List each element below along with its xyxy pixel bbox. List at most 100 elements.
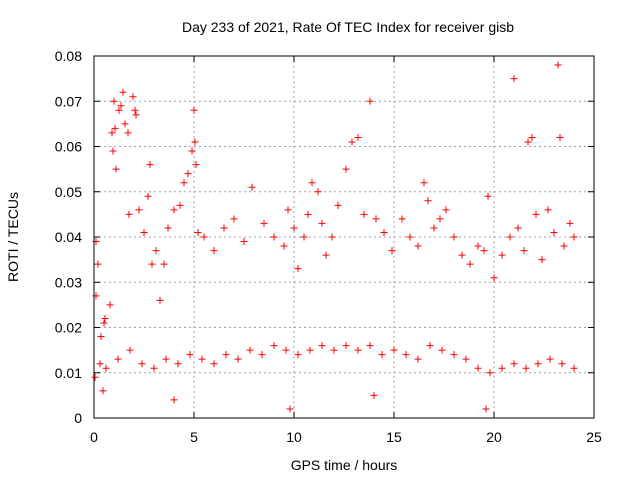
- data-point: [148, 260, 156, 268]
- data-point: [300, 233, 308, 241]
- data-point: [498, 364, 506, 372]
- data-point: [140, 228, 148, 236]
- data-point: [420, 179, 428, 187]
- data-point: [328, 233, 336, 241]
- data-point: [109, 147, 117, 155]
- data-point: [366, 97, 374, 105]
- data-point: [190, 106, 198, 114]
- data-point: [112, 165, 120, 173]
- data-point: [210, 360, 218, 368]
- data-point: [280, 242, 288, 250]
- data-point: [360, 210, 368, 218]
- data-point: [462, 355, 470, 363]
- data-point: [474, 242, 482, 250]
- y-tick-label: 0.02: [55, 320, 82, 336]
- data-point: [380, 228, 388, 236]
- y-axis-label: ROTI / TECUs: [5, 192, 21, 282]
- data-point: [270, 233, 278, 241]
- data-point: [566, 219, 574, 227]
- data-point: [414, 242, 422, 250]
- data-point: [106, 301, 114, 309]
- data-point: [117, 102, 125, 110]
- data-point: [150, 364, 158, 372]
- data-point: [556, 133, 564, 141]
- data-point: [290, 224, 298, 232]
- data-point: [294, 351, 302, 359]
- data-point: [544, 206, 552, 214]
- data-point: [191, 138, 199, 146]
- data-point: [200, 233, 208, 241]
- data-point: [146, 161, 154, 169]
- data-markers: [91, 61, 578, 413]
- data-point: [286, 405, 294, 413]
- y-tick-label: 0.05: [55, 184, 82, 200]
- data-point: [538, 256, 546, 264]
- data-point: [144, 192, 152, 200]
- data-point: [304, 210, 312, 218]
- data-point: [474, 364, 482, 372]
- data-point: [170, 206, 178, 214]
- data-point: [121, 120, 129, 128]
- data-point: [108, 129, 116, 137]
- data-point: [132, 111, 140, 119]
- data-point: [388, 247, 396, 255]
- data-point: [306, 346, 314, 354]
- data-point: [532, 210, 540, 218]
- data-point: [450, 233, 458, 241]
- data-point: [164, 224, 172, 232]
- data-point: [430, 224, 438, 232]
- data-point: [230, 215, 238, 223]
- data-point: [260, 219, 268, 227]
- data-point: [450, 351, 458, 359]
- data-point: [170, 396, 178, 404]
- y-tick-label: 0.08: [55, 48, 82, 64]
- y-tick-label: 0.04: [55, 229, 82, 245]
- data-point: [498, 251, 506, 259]
- data-point: [126, 346, 134, 354]
- data-point: [135, 206, 143, 214]
- data-point: [115, 106, 123, 114]
- data-point: [406, 233, 414, 241]
- data-point: [131, 106, 139, 114]
- data-point: [119, 88, 127, 96]
- data-point: [534, 360, 542, 368]
- data-point: [96, 360, 104, 368]
- x-tick-label: 20: [486, 429, 502, 445]
- data-point: [424, 197, 432, 205]
- data-point: [129, 93, 137, 101]
- x-axis-label: GPS time / hours: [291, 457, 398, 473]
- data-point: [398, 215, 406, 223]
- data-point: [354, 346, 362, 354]
- data-point: [110, 97, 118, 105]
- data-point: [94, 260, 102, 268]
- x-tick-label: 5: [190, 429, 198, 445]
- data-point: [490, 274, 498, 282]
- data-point: [330, 346, 338, 354]
- data-point: [234, 355, 242, 363]
- data-point: [198, 355, 206, 363]
- data-point: [442, 206, 450, 214]
- data-point: [282, 346, 290, 354]
- data-point: [342, 342, 350, 350]
- data-point: [220, 224, 228, 232]
- data-point: [188, 147, 196, 155]
- data-point: [510, 75, 518, 83]
- data-point: [520, 247, 528, 255]
- data-point: [550, 228, 558, 236]
- data-point: [97, 333, 105, 341]
- data-point: [438, 346, 446, 354]
- data-point: [522, 364, 530, 372]
- data-point: [152, 247, 160, 255]
- data-point: [176, 201, 184, 209]
- data-point: [528, 133, 536, 141]
- data-point: [174, 360, 182, 368]
- data-point: [248, 183, 256, 191]
- data-point: [480, 247, 488, 255]
- data-point: [125, 210, 133, 218]
- data-point: [162, 355, 170, 363]
- data-point: [156, 296, 164, 304]
- chart-title: Day 233 of 2021, Rate Of TEC Index for r…: [182, 19, 514, 35]
- data-point: [506, 233, 514, 241]
- data-point: [366, 342, 374, 350]
